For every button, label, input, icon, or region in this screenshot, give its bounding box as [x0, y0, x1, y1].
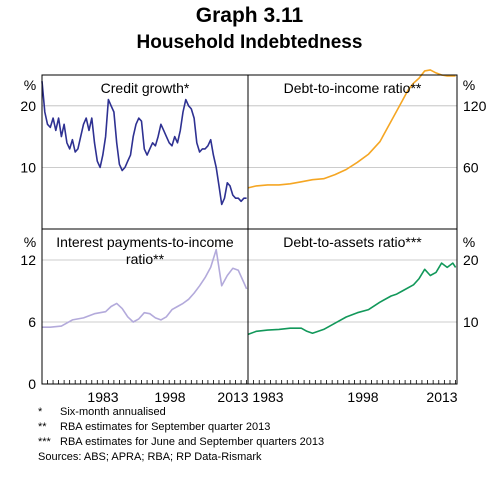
figure-title: Graph 3.11	[195, 4, 304, 27]
y-tick-label: 0	[28, 376, 36, 392]
x-tick-label: 1983	[87, 389, 118, 405]
footnote-text: Six-month annualised	[60, 406, 166, 418]
y-unit-label: %	[24, 77, 36, 93]
y-tick-label: 12	[20, 252, 36, 268]
panel-title: Debt-to-assets ratio***	[283, 234, 422, 250]
y-unit-label: %	[463, 234, 475, 250]
footnote-text: RBA estimates for June and September qua…	[60, 436, 325, 448]
figure-subtitle: Household Indebtedness	[136, 32, 363, 53]
x-tick-label: 1998	[347, 389, 378, 405]
y-unit-label: %	[463, 77, 475, 93]
series-line	[42, 248, 248, 329]
panel-title: Debt-to-income ratio**	[284, 80, 422, 96]
footnote-mark: *	[38, 406, 43, 418]
x-tick-label: 2013	[217, 389, 248, 405]
panel-title: Credit growth*	[101, 80, 190, 96]
y-tick-label: 20	[463, 252, 479, 268]
footnotes: * Six-month annualised ** RBA estimates fo…	[38, 405, 324, 465]
x-tick-label: 1998	[154, 389, 185, 405]
footnote-mark: **	[38, 421, 47, 433]
footnote-mark: ***	[38, 436, 51, 448]
y-unit-label: %	[24, 234, 36, 250]
sources-line: Sources: ABS; APRA; RBA; RP Data-Rismark	[38, 450, 324, 465]
series-line	[247, 262, 457, 336]
footnote-row: * Six-month annualised	[38, 405, 324, 420]
series-line	[41, 81, 247, 206]
series-line	[247, 69, 456, 189]
x-tick-label: 2013	[426, 389, 457, 405]
y-tick-label: 10	[463, 314, 479, 330]
x-tick-label: 1983	[252, 389, 283, 405]
footnote-row: *** RBA estimates for June and September …	[38, 435, 324, 450]
y-tick-label: 120	[463, 98, 487, 114]
y-tick-label: 6	[28, 314, 36, 330]
panel-title: ratio**	[126, 251, 165, 267]
footnote-row: ** RBA estimates for September quarter 20…	[38, 420, 324, 435]
y-tick-label: 20	[20, 98, 36, 114]
y-tick-label: 10	[20, 159, 36, 175]
footnote-text: RBA estimates for September quarter 2013	[60, 421, 271, 433]
panel-title: Interest payments-to-income	[56, 234, 234, 250]
y-tick-label: 60	[463, 159, 479, 175]
sources-text: Sources: ABS; APRA; RBA; RP Data-Rismark	[38, 451, 262, 463]
